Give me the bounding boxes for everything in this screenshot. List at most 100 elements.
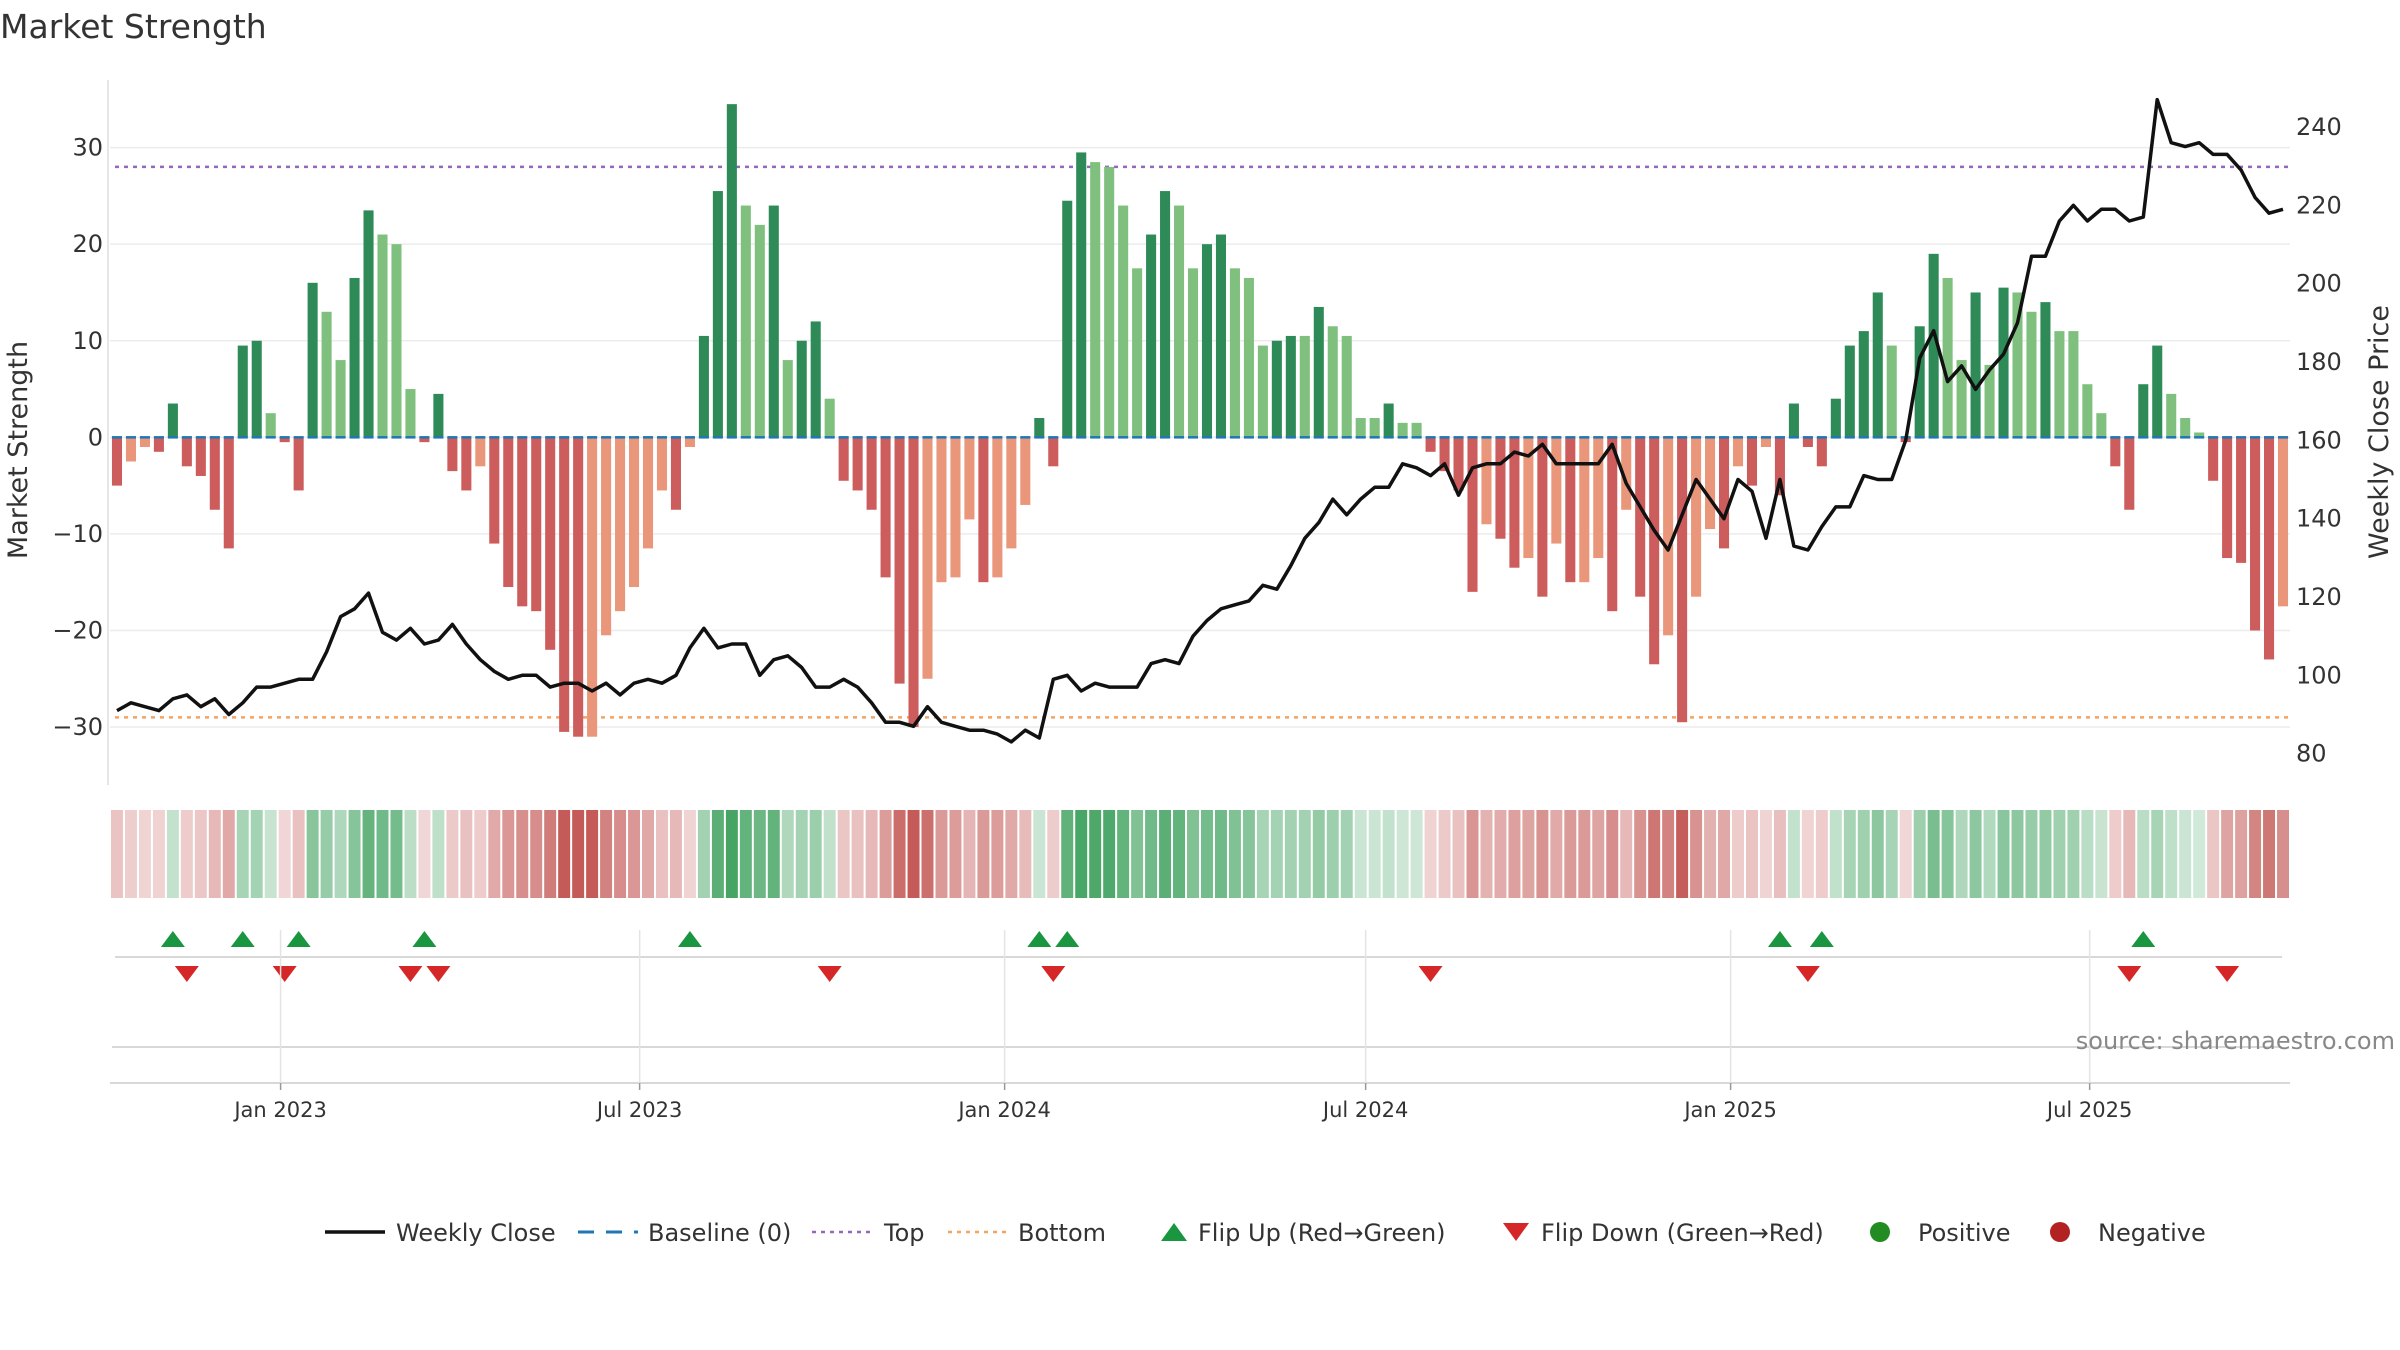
strength-bar: [880, 437, 891, 578]
heat-cell: [530, 810, 543, 898]
legend-negative-swatch: [2050, 1222, 2070, 1242]
strength-bar: [1830, 398, 1841, 438]
legend-flip-up-swatch: [1161, 1223, 1187, 1241]
heat-cell: [656, 810, 668, 898]
strength-bar: [1327, 326, 1338, 438]
heat-cell: [921, 810, 934, 898]
strength-bar: [1746, 437, 1758, 486]
heat-cell: [2137, 810, 2150, 898]
heat-cell: [362, 810, 375, 898]
strength-bar: [181, 437, 192, 467]
strength-bar: [1607, 437, 1618, 612]
heat-cell: [1061, 810, 1074, 898]
heat-cell: [1075, 810, 1088, 898]
heat-cell: [1145, 810, 1158, 898]
strength-bar: [838, 437, 849, 481]
heat-cell: [1662, 810, 1675, 898]
heat-cell: [1620, 810, 1633, 898]
heat-cell: [1410, 810, 1423, 898]
heat-cell: [474, 810, 487, 898]
heat-cell: [446, 810, 459, 898]
strength-bar: [1048, 437, 1059, 467]
heat-cell: [767, 810, 780, 898]
strength-bar: [1174, 205, 1185, 438]
legend-label: Flip Down (Green→Red): [1541, 1219, 1824, 1247]
strength-bar: [684, 437, 695, 447]
heat-cell: [1746, 810, 1758, 898]
heat-cell: [194, 810, 207, 898]
strength-bar: [698, 335, 709, 438]
strength-bar: [1090, 162, 1101, 438]
heat-cell: [600, 810, 613, 898]
right-tick-label: 140: [2296, 505, 2342, 533]
strength-bar: [419, 437, 430, 443]
strength-bar: [1509, 437, 1520, 568]
heat-cell: [516, 810, 529, 898]
strength-bar: [810, 321, 821, 438]
strength-bar: [936, 437, 947, 583]
weekly-close-line: [116, 97, 2284, 744]
left-tick-label: −10: [52, 520, 103, 548]
heat-cell: [2277, 810, 2289, 898]
flip-up-marker: [412, 931, 437, 947]
strength-bar: [1118, 205, 1129, 438]
heat-cell: [306, 810, 319, 898]
right-tick-label: 240: [2296, 113, 2342, 141]
strength-bar: [209, 437, 220, 510]
strength-bar: [405, 389, 416, 438]
strength-bar: [1998, 287, 2009, 438]
strength-bar: [2264, 437, 2275, 660]
strength-bar: [503, 437, 514, 588]
heat-cell: [1270, 810, 1283, 898]
heat-cell: [180, 810, 193, 898]
heat-cell: [1117, 810, 1130, 898]
strength-bar: [1369, 418, 1380, 438]
date-tick-label: Jul 2023: [595, 1098, 682, 1122]
heat-cell: [1466, 810, 1479, 898]
heat-cell: [222, 810, 235, 898]
strength-bars: [111, 104, 2289, 737]
strength-bar: [1565, 437, 1576, 583]
strength-bar: [2222, 437, 2233, 559]
strength-bar: [1104, 166, 1115, 438]
heat-cell: [837, 810, 850, 898]
heat-cell: [991, 810, 1004, 898]
heat-cell: [1564, 810, 1577, 898]
strength-bar: [1257, 345, 1268, 438]
heat-cell: [739, 810, 752, 898]
strength-bar: [559, 437, 570, 732]
heat-cell: [1368, 810, 1381, 898]
strength-bar: [587, 437, 598, 737]
date-tick-label: Jul 2025: [2045, 1098, 2132, 1122]
strength-bar: [1788, 403, 1799, 438]
strength-bar: [153, 437, 164, 452]
strength-bar: [852, 437, 863, 491]
strength-bar: [2180, 418, 2191, 438]
heat-cell: [1997, 810, 2010, 898]
heat-cell: [977, 810, 990, 898]
heat-cell: [1312, 810, 1325, 898]
heat-cell: [2151, 810, 2164, 898]
heat-cell: [1173, 810, 1186, 898]
strength-bar: [1635, 437, 1646, 597]
strength-bar: [1984, 364, 1995, 438]
heat-cell: [1284, 810, 1297, 898]
legend-label: Top: [883, 1219, 925, 1247]
strength-bar: [1006, 437, 1017, 549]
strength-bar: [1760, 437, 1771, 447]
strength-bar: [1677, 437, 1688, 723]
strength-bar: [573, 437, 584, 737]
heat-cell: [152, 810, 165, 898]
heat-cell: [488, 810, 501, 898]
left-tick-label: 20: [72, 230, 103, 258]
heat-cell: [2235, 810, 2248, 898]
heat-cell: [1214, 810, 1227, 898]
strength-bar: [754, 224, 765, 438]
flip-down-marker: [272, 966, 297, 982]
strength-bar: [922, 437, 933, 679]
right-tick-label: 160: [2296, 426, 2342, 454]
heat-cell: [138, 810, 151, 898]
strength-bar: [1411, 422, 1422, 438]
strength-bar: [629, 437, 640, 588]
date-axis: Jan 2023 Jul 2023 Jan 2024 Jul 2024 Jan 2025…: [232, 930, 2132, 1122]
